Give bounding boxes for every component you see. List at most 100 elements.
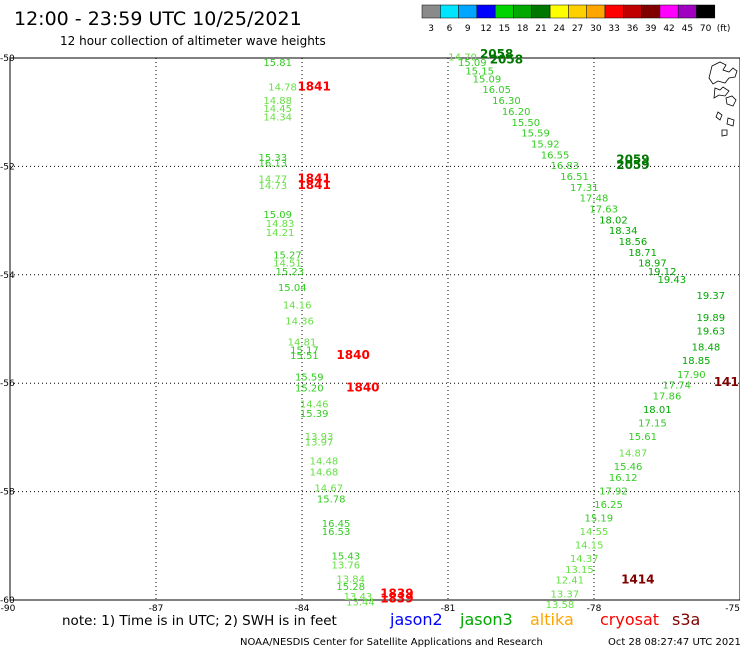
data-point-label: 15.92 <box>531 139 560 150</box>
colorbar-swatch-39 <box>641 4 661 19</box>
data-point-label: 19.37 <box>696 291 725 302</box>
data-point-label: 18.48 <box>692 343 721 354</box>
data-point-label: 17.48 <box>580 194 609 205</box>
data-point-label: 14.87 <box>619 448 648 459</box>
data-point-label: 14.78 <box>268 83 297 94</box>
colorbar-swatch-33 <box>604 4 624 19</box>
colorbar-label: 15 <box>499 24 510 34</box>
timestamp-text: Oct 28 08:27:47 UTC 2021 <box>608 637 740 648</box>
colorbar-swatch-42 <box>659 4 679 19</box>
legend-item-s3a: s3a <box>672 610 700 629</box>
data-point-label: 15.15 <box>465 66 494 77</box>
data-point-label: 14.70 <box>448 53 477 64</box>
chart-title: 12:00 - 23:59 UTC 10/25/2021 <box>14 8 302 30</box>
data-point-label: 16.83 <box>550 161 579 172</box>
colorbar-swatch-24 <box>549 4 569 19</box>
data-point-label: 15.04 <box>278 283 307 294</box>
data-point-label: 14.88 <box>263 96 292 107</box>
data-point-label: 14.73 <box>258 181 287 192</box>
y-tick-label: -50 <box>0 54 15 64</box>
colorbar-label: 9 <box>465 24 471 34</box>
data-point-label: 16.25 <box>594 500 623 511</box>
axes: -90 -87 -84 -81 -78 -75 -50 -52 -54 -56 -58 -60 <box>0 54 740 614</box>
data-point-label: 15.50 <box>512 118 541 129</box>
data-point-label: 17.15 <box>638 419 667 430</box>
time-label: 1841 <box>297 172 330 186</box>
colorbar-swatch-30 <box>586 4 606 19</box>
data-point-label: 16.13 <box>258 158 287 169</box>
data-point-label: 17.92 <box>599 486 628 497</box>
data-point-label: 15.28 <box>336 582 365 593</box>
data-point-label: 14.55 <box>580 527 609 538</box>
x-tick-label: -78 <box>587 604 602 614</box>
data-point-label: 13.58 <box>546 600 575 611</box>
data-point-label: 15.19 <box>585 513 614 524</box>
colorbar-swatch-12 <box>476 4 496 19</box>
data-point-label: 19.63 <box>696 326 725 337</box>
data-point-label: 18.97 <box>638 259 667 270</box>
x-tick-label: -81 <box>441 604 456 614</box>
data-point-label: 15.59 <box>521 129 550 140</box>
data-point-label: 15.33 <box>258 153 287 164</box>
data-point-label: 16.53 <box>322 527 351 538</box>
data-point-label: 17.74 <box>662 381 691 392</box>
colorbar-swatch-9 <box>458 4 478 19</box>
data-point-label: 14.77 <box>258 175 287 186</box>
colorbar-swatch-15 <box>494 4 514 19</box>
data-point-label: 17.86 <box>653 391 682 402</box>
coastline-shape <box>708 61 738 85</box>
data-point-label: 15.46 <box>614 462 643 473</box>
colorbar-label: 39 <box>645 24 657 34</box>
time-label: 141 <box>714 375 739 389</box>
legend-item-cryosat: cryosat <box>600 610 659 629</box>
data-point-label: 15.20 <box>295 383 324 394</box>
data-point-label: 13.43 <box>344 592 373 603</box>
data-point-label: 17.90 <box>677 370 706 381</box>
data-point-label: 12.41 <box>555 576 584 587</box>
coastline-shape <box>715 111 723 121</box>
data-point-label: 13.44 <box>346 597 375 608</box>
data-point-label: 13.97 <box>305 438 334 449</box>
data-point-label: 15.23 <box>276 267 305 278</box>
colorbar: 3 6 9 12 15 18 21 24 27 30 33 36 39 42 45 70 (ft) <box>421 4 730 34</box>
colorbar-label: 30 <box>590 24 602 34</box>
data-point-label: 14.36 <box>285 317 314 328</box>
plot-area <box>9 57 740 601</box>
colorbar-label: 24 <box>554 24 566 34</box>
colorbar-swatch-27 <box>568 4 587 19</box>
time-label: 1839 <box>380 586 413 600</box>
colorbar-swatch-36 <box>623 4 642 19</box>
data-point-label: 14.81 <box>288 337 317 348</box>
y-tick-label: -52 <box>0 162 15 172</box>
chart-subtitle: 12 hour collection of altimeter wave hei… <box>60 34 326 48</box>
time-label: 2059 <box>616 153 649 167</box>
grid <box>10 58 740 600</box>
time-label: 1840 <box>336 348 369 362</box>
data-point-label: 16.55 <box>541 150 570 161</box>
data-point-label: 18.34 <box>609 226 638 237</box>
credit-text: NOAA/NESDIS Center for Satellite Applica… <box>240 637 543 648</box>
legend-item-altika: altika <box>530 610 574 629</box>
data-point-label: 15.09 <box>473 74 502 85</box>
data-point-label: 15.51 <box>290 351 319 362</box>
x-tick-label: -84 <box>295 604 310 614</box>
data-point-label: 13.37 <box>550 589 579 600</box>
colorbar-swatch-18 <box>513 4 533 19</box>
data-point-label: 18.02 <box>599 215 628 226</box>
colorbar-swatch-21 <box>531 4 551 19</box>
colorbar-label: 12 <box>480 24 491 34</box>
coastline-shape <box>721 129 728 137</box>
y-tick-label: -58 <box>0 488 15 498</box>
coastline-shape <box>725 95 737 107</box>
note-text: note: 1) Time is in UTC; 2) SWH is in fe… <box>62 613 337 629</box>
data-point-label: 14.48 <box>310 457 339 468</box>
data-point-label: 18.56 <box>619 237 648 248</box>
coastline-shape <box>713 86 730 99</box>
colorbar-swatch-6 <box>440 4 459 19</box>
data-point-label: 19.43 <box>658 275 687 286</box>
data-point-label: 14.46 <box>300 400 329 411</box>
data-point-label: 14.83 <box>266 219 295 230</box>
legend-item-jason2: jason2 <box>389 610 443 629</box>
data-point-label: 14.45 <box>263 104 292 115</box>
